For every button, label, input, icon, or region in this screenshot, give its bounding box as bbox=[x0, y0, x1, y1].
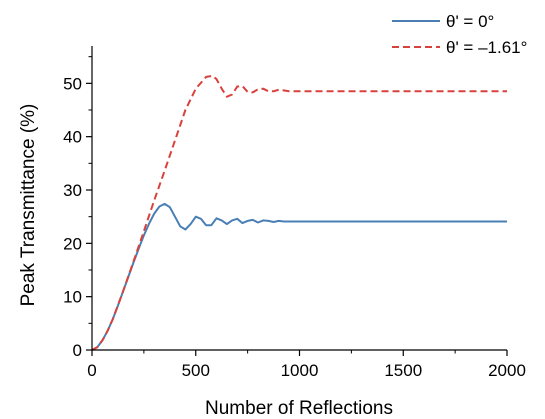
y-tick-label-3: 30 bbox=[63, 181, 82, 200]
legend-label-0: θ' = 0° bbox=[446, 12, 494, 31]
y-tick-label-4: 40 bbox=[63, 128, 82, 147]
series-line-0 bbox=[91, 202, 507, 351]
series-layer bbox=[91, 74, 507, 351]
legend: θ' = 0° θ' = –1.61° bbox=[392, 12, 527, 57]
y-tick-label-1: 10 bbox=[63, 288, 82, 307]
series-line-1 bbox=[91, 74, 507, 351]
legend-label-1: θ' = –1.61° bbox=[446, 38, 527, 57]
ticks-layer: 0 500 1000 1500 2000 0 10 20 30 40 50 bbox=[63, 56, 526, 380]
x-tick-label-0: 0 bbox=[87, 361, 96, 380]
y-tick-label-0: 0 bbox=[73, 341, 82, 360]
x-tick-label-4: 2000 bbox=[488, 361, 526, 380]
y-axis-title: Peak Transmittance (%) bbox=[18, 104, 39, 307]
x-tick-label-1: 500 bbox=[182, 361, 210, 380]
y-tick-label-2: 20 bbox=[63, 234, 82, 253]
x-tick-label-2: 1000 bbox=[281, 361, 319, 380]
x-tick-label-3: 1500 bbox=[384, 361, 422, 380]
y-tick-label-5: 50 bbox=[63, 74, 82, 93]
legend-items: θ' = 0° θ' = –1.61° bbox=[392, 12, 527, 57]
x-axis-title: Number of Reflections bbox=[205, 398, 393, 419]
